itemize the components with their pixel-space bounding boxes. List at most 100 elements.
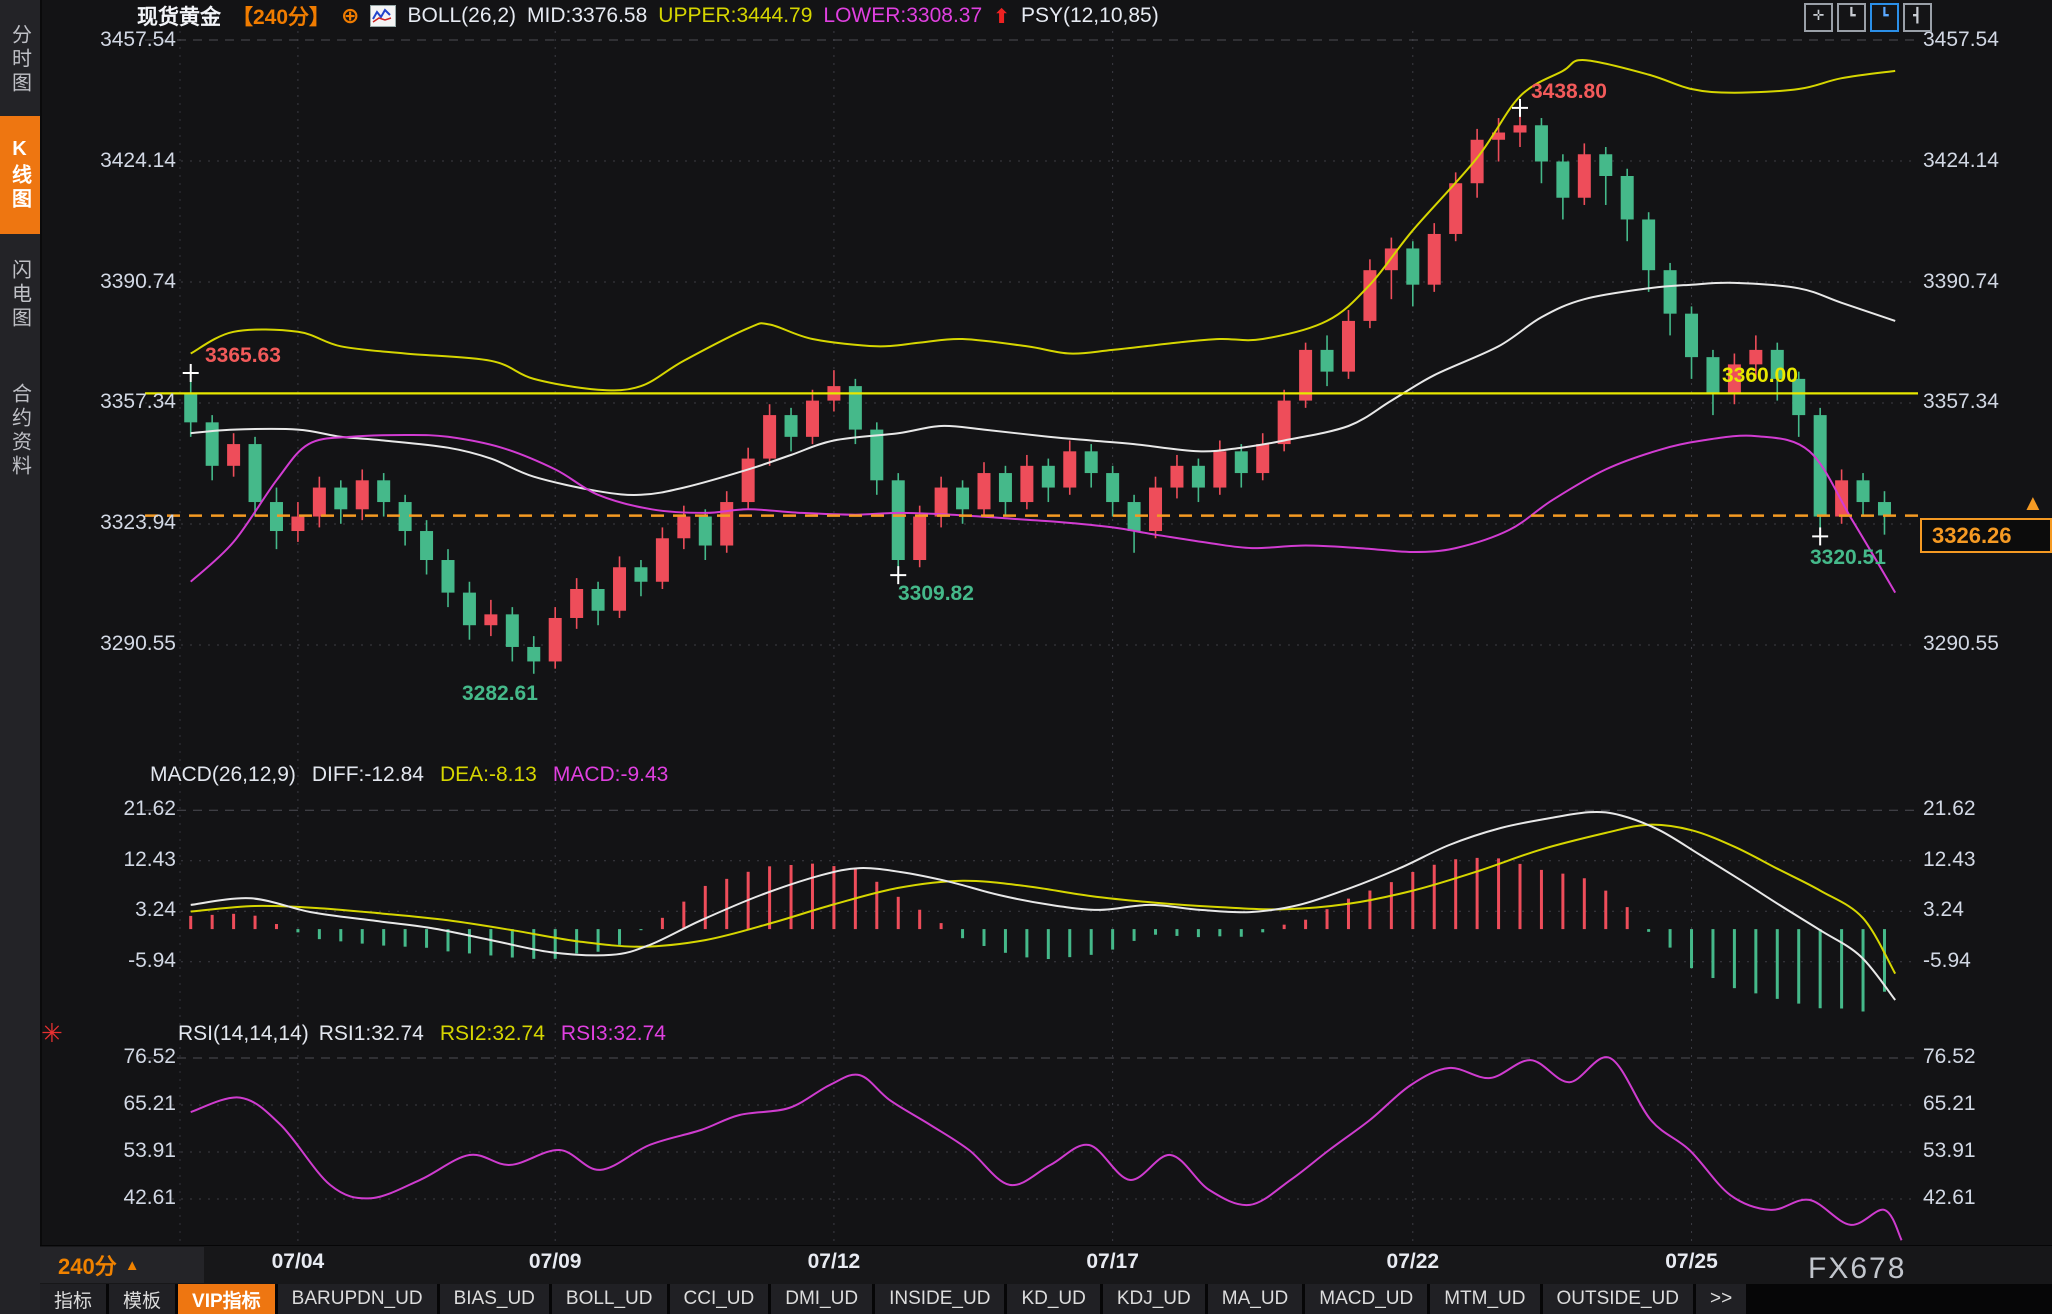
y-axis-label: 76.52 <box>1923 1045 1976 1068</box>
tab-mtm-ud[interactable]: MTM_UD <box>1430 1284 1540 1314</box>
tab-cci-ud[interactable]: CCI_UD <box>669 1284 769 1314</box>
x-axis-date: 07/17 <box>1086 1250 1139 1273</box>
rsi3-value: RSI3:32.74 <box>560 1022 666 1045</box>
tab-kdj-ud[interactable]: KDJ_UD <box>1102 1284 1205 1314</box>
y-axis-label: 21.62 <box>123 797 176 820</box>
tab-more[interactable]: >> <box>1695 1284 1747 1314</box>
x-axis-date: 07/12 <box>807 1250 861 1273</box>
tab-indicator[interactable]: 指标 <box>40 1284 107 1314</box>
sidebar-item-contract-info[interactable]: 合约资料 <box>8 383 31 479</box>
period-selector[interactable]: 240分 ▲ <box>40 1247 204 1283</box>
y-axis-label: 12.43 <box>1923 848 1976 871</box>
chart-type-icon[interactable] <box>370 5 397 27</box>
y-axis-label: 21.62 <box>1923 797 1976 820</box>
annotation-level-price: 3360.00 <box>1722 364 1798 387</box>
rsi2-value: RSI2:32.74 <box>439 1022 545 1045</box>
tab-barupdn-ud[interactable]: BARUPDN_UD <box>277 1284 437 1314</box>
y-axis-label: 53.91 <box>123 1139 176 1162</box>
boll-mid-value: MID:3376.58 <box>527 4 648 27</box>
rsi-pane <box>190 1056 1903 1241</box>
x-axis-date: 07/04 <box>271 1250 325 1273</box>
tab-boll-ud[interactable]: BOLL_UD <box>551 1284 667 1314</box>
x-axis-date: 07/25 <box>1665 1250 1718 1273</box>
tab-bias-ud[interactable]: BIAS_UD <box>439 1284 549 1314</box>
y-axis-label: 3.24 <box>1923 898 1964 921</box>
indicator-toolbar: 指标 模板 VIP指标 BARUPDN_UD BIAS_UD BOLL_UD C… <box>40 1284 1747 1314</box>
y-axis-label: 53.91 <box>1923 1139 1976 1162</box>
macd-title: MACD(26,12,9) <box>150 763 296 786</box>
y-axis-label: 3.24 <box>135 898 176 921</box>
tab-dmi-ud[interactable]: DMI_UD <box>771 1284 873 1314</box>
chart-header: 现货黄金 【240分】 ⊕ BOLL(26,2) MID:3376.58 UPP… <box>137 1 1159 31</box>
period-arrow-icon: ▲ <box>124 1256 140 1274</box>
up-arrow-icon: ⬆ <box>993 5 1010 28</box>
y-axis-label: 3424.14 <box>1923 149 1999 172</box>
macd-diff-value: DIFF:-12.84 <box>311 763 424 786</box>
y-axis-label: -5.94 <box>1923 949 1971 972</box>
annotation-last-low: 3320.51 <box>1810 546 1886 569</box>
tab-vip-indicator[interactable]: VIP指标 <box>178 1284 275 1314</box>
y-axis-label: 3424.14 <box>100 149 176 172</box>
alarm-icon[interactable]: ✳ <box>41 1018 63 1048</box>
rsi-title: RSI(14,14,14) <box>178 1022 309 1045</box>
y-axis-label: 42.61 <box>1923 1186 1976 1209</box>
x-axis-date: 07/22 <box>1386 1250 1440 1273</box>
annotation-mid-low: 3309.82 <box>898 582 974 605</box>
chart-background <box>40 0 2052 1245</box>
y-axis-label: 3290.55 <box>1923 632 1999 655</box>
boll-indicator-label: BOLL(26,2) <box>407 4 517 27</box>
y-axis-label: 42.61 <box>123 1186 176 1209</box>
tab-ma-ud[interactable]: MA_UD <box>1207 1284 1303 1314</box>
tab-template[interactable]: 模板 <box>109 1284 176 1314</box>
last-price-box: 3326.26 <box>1920 518 2052 553</box>
y-axis-label: 3357.34 <box>100 390 176 413</box>
y-axis-label: 65.21 <box>1923 1092 1976 1115</box>
add-indicator-icon[interactable]: ⊕ <box>341 3 360 28</box>
window-buttons: ✛ ┗ ┗ ┫ <box>1804 3 1932 32</box>
y-axis-label: 65.21 <box>123 1092 176 1115</box>
main-price-pane <box>184 59 1897 674</box>
price-up-arrow-icon: ▲ <box>2022 490 2044 515</box>
tab-kd-ud[interactable]: KD_UD <box>1007 1284 1100 1314</box>
y-axis-label: 3390.74 <box>100 270 176 293</box>
psy-indicator-label: PSY(12,10,85) <box>1020 4 1159 27</box>
y-axis-label: 12.43 <box>123 848 176 871</box>
y-axis-label: 3390.74 <box>1923 270 1999 293</box>
y-axis-label: 3357.34 <box>1923 390 1999 413</box>
tab-outside-ud[interactable]: OUTSIDE_UD <box>1542 1284 1693 1314</box>
y-axis-label: 3457.54 <box>1923 28 1999 51</box>
pan-tool-icon[interactable]: ✛ <box>1804 3 1833 32</box>
macd-pane <box>189 810 1897 1012</box>
boll-lower-value: LOWER:3308.37 <box>823 4 983 27</box>
tab-inside-ud[interactable]: INSIDE_UD <box>875 1284 1005 1314</box>
sidebar: 分时图 K线图 闪电图 合约资料 <box>0 0 42 1314</box>
rsi1-value: RSI1:32.74 <box>318 1022 424 1045</box>
period-label[interactable]: 【240分】 <box>232 6 331 29</box>
tab-macd-ud[interactable]: MACD_UD <box>1305 1284 1428 1314</box>
x-axis-strip: 240分 ▲ <box>40 1245 2052 1284</box>
axis-scale-active-icon[interactable]: ┗ <box>1870 3 1899 32</box>
annotation-bottom-low: 3282.61 <box>462 682 538 705</box>
macd-dea-value: DEA:-8.13 <box>439 763 537 786</box>
rsi-header: RSI(14,14,14) RSI1:32.74 RSI2:32.74 RSI3… <box>178 1022 666 1046</box>
macd-header: MACD(26,12,9) DIFF:-12.84 DEA:-8.13 MACD… <box>150 763 668 787</box>
macd-value: MACD:-9.43 <box>552 763 669 786</box>
x-axis-date: 07/09 <box>528 1250 582 1273</box>
sidebar-item-time-chart[interactable]: 分时图 <box>8 24 31 96</box>
watermark: FX678 <box>1808 1252 1907 1285</box>
chart-canvas[interactable] <box>40 0 2052 1245</box>
y-axis-label: 76.52 <box>123 1045 176 1068</box>
annotation-first-high: 3365.63 <box>205 344 281 367</box>
y-axis-label: 3323.94 <box>100 511 176 534</box>
annotation-peak-high: 3438.80 <box>1531 80 1607 103</box>
period-text: 240分 <box>58 1254 117 1279</box>
sidebar-item-kline-chart[interactable]: K线图 <box>0 116 40 234</box>
y-axis-label: -5.94 <box>128 949 176 972</box>
boll-upper-value: UPPER:3444.79 <box>658 4 813 27</box>
axis-scale-icon[interactable]: ┗ <box>1837 3 1866 32</box>
y-axis-label: 3290.55 <box>100 632 176 655</box>
axis-shift-icon[interactable]: ┫ <box>1903 3 1932 32</box>
symbol-name: 现货黄金 <box>137 6 221 29</box>
sidebar-item-lightning-chart[interactable]: 闪电图 <box>8 259 31 331</box>
